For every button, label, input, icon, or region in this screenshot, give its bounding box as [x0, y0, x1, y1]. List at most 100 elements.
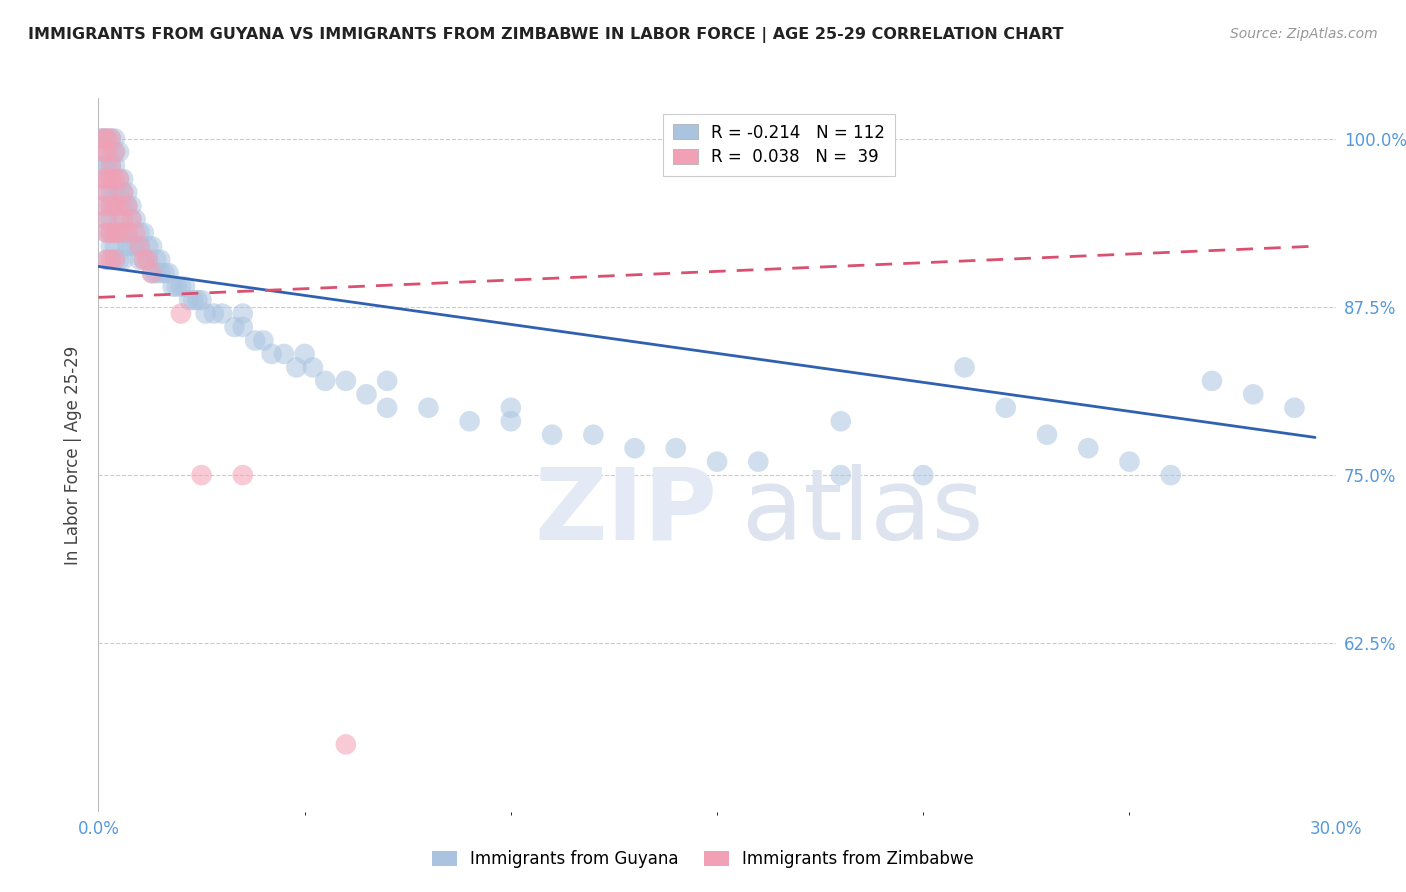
Point: [100, 131, 122, 145]
Point: [91, 131, 114, 145]
Point: [120, 212, 142, 227]
Point: [96, 145, 118, 159]
Point: [104, 186, 127, 200]
Point: [157, 266, 180, 280]
Point: [96, 199, 118, 213]
Point: [252, 334, 274, 348]
Point: [100, 239, 122, 253]
Point: [112, 212, 135, 227]
Point: [120, 212, 142, 227]
Point: [830, 414, 852, 428]
Point: [149, 252, 172, 267]
Point: [120, 199, 142, 213]
Point: [499, 401, 522, 415]
Point: [458, 414, 481, 428]
Point: [91, 199, 114, 213]
Point: [100, 131, 122, 145]
Point: [186, 293, 208, 307]
Point: [194, 307, 217, 321]
Point: [499, 414, 522, 428]
Point: [108, 212, 131, 227]
Point: [91, 131, 114, 145]
Point: [375, 374, 398, 388]
Point: [108, 172, 131, 186]
Point: [117, 226, 139, 240]
Point: [260, 347, 283, 361]
Point: [953, 360, 976, 375]
Point: [830, 468, 852, 483]
Point: [117, 186, 139, 200]
Point: [335, 738, 357, 752]
Point: [285, 360, 308, 375]
Point: [104, 131, 127, 145]
Point: [232, 307, 254, 321]
Point: [145, 252, 167, 267]
Point: [100, 252, 122, 267]
Point: [96, 186, 118, 200]
Point: [1077, 441, 1099, 455]
Point: [96, 252, 118, 267]
Point: [104, 226, 127, 240]
Point: [100, 158, 122, 172]
Point: [132, 226, 155, 240]
Point: [141, 239, 163, 253]
Point: [335, 374, 357, 388]
Point: [108, 252, 131, 267]
Point: [112, 199, 135, 213]
Point: [100, 186, 122, 200]
Point: [375, 401, 398, 415]
Point: [96, 186, 118, 200]
Point: [96, 172, 118, 186]
Point: [104, 199, 127, 213]
Point: [96, 131, 118, 145]
Point: [104, 145, 127, 159]
Point: [96, 158, 118, 172]
Point: [104, 145, 127, 159]
Y-axis label: In Labor Force | Age 25-29: In Labor Force | Age 25-29: [65, 345, 83, 565]
Text: Source: ZipAtlas.com: Source: ZipAtlas.com: [1230, 27, 1378, 41]
Point: [117, 226, 139, 240]
Text: atlas: atlas: [742, 464, 983, 560]
Text: IMMIGRANTS FROM GUYANA VS IMMIGRANTS FROM ZIMBABWE IN LABOR FORCE | AGE 25-29 CO: IMMIGRANTS FROM GUYANA VS IMMIGRANTS FRO…: [28, 27, 1063, 43]
Point: [302, 360, 325, 375]
Point: [112, 252, 135, 267]
Point: [418, 401, 440, 415]
Legend: Immigrants from Guyana, Immigrants from Zimbabwe: Immigrants from Guyana, Immigrants from …: [426, 844, 980, 875]
Point: [912, 468, 935, 483]
Point: [96, 172, 118, 186]
Point: [582, 427, 605, 442]
Point: [1160, 468, 1182, 483]
Point: [96, 212, 118, 227]
Text: ZIP: ZIP: [534, 464, 717, 560]
Point: [100, 199, 122, 213]
Point: [202, 307, 225, 321]
Point: [162, 279, 184, 293]
Point: [128, 239, 150, 253]
Point: [232, 468, 254, 483]
Point: [136, 252, 159, 267]
Point: [108, 199, 131, 213]
Point: [128, 239, 150, 253]
Point: [1284, 401, 1306, 415]
Point: [314, 374, 336, 388]
Point: [91, 131, 114, 145]
Point: [91, 145, 114, 159]
Point: [141, 266, 163, 280]
Point: [145, 266, 167, 280]
Point: [112, 186, 135, 200]
Point: [100, 199, 122, 213]
Point: [112, 226, 135, 240]
Point: [541, 427, 564, 442]
Point: [108, 226, 131, 240]
Point: [179, 293, 201, 307]
Point: [136, 239, 159, 253]
Point: [190, 468, 212, 483]
Point: [124, 239, 146, 253]
Point: [149, 266, 172, 280]
Point: [91, 172, 114, 186]
Point: [100, 226, 122, 240]
Point: [1201, 374, 1223, 388]
Point: [232, 320, 254, 334]
Point: [117, 199, 139, 213]
Point: [170, 279, 193, 293]
